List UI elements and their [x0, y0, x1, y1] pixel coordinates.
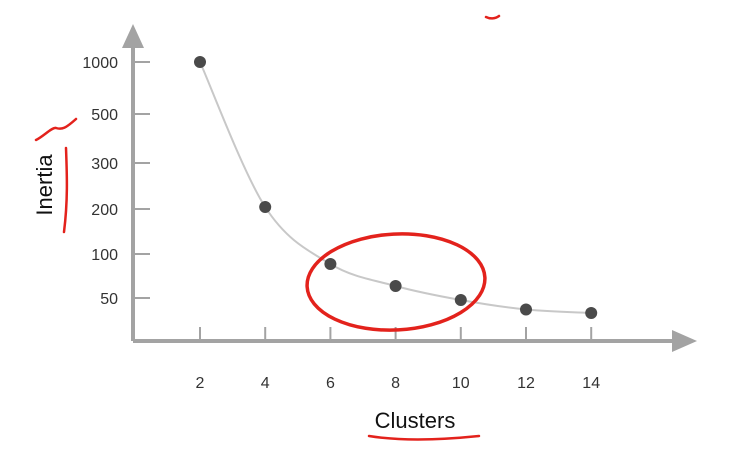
x-tick-label: 4: [261, 375, 270, 392]
elbow-highlight-ellipse: [305, 232, 487, 332]
data-point: [389, 280, 402, 292]
y-tick-label: 200: [91, 202, 118, 219]
y-axis-title: Inertia: [32, 154, 57, 216]
x-axis-arrow: [672, 330, 697, 352]
annotation-ylabel-underline: [62, 146, 69, 234]
data-point: [585, 307, 598, 319]
x-tick-label: 12: [517, 375, 535, 392]
x-tick-label: 10: [452, 375, 470, 392]
data-point: [194, 56, 206, 68]
x-tick-label: 6: [326, 375, 335, 392]
y-tick-label: 100: [91, 247, 118, 264]
data-point: [454, 294, 467, 306]
annotation-group: [34, 14, 501, 441]
data-point: [324, 258, 337, 270]
x-axis-title: Clusters: [375, 408, 456, 433]
x-tick-group: 2 4 6 8 10 12 14: [196, 327, 600, 392]
y-tick-label: 500: [91, 107, 118, 124]
x-tick-label: 14: [582, 375, 600, 392]
annotation-xlabel-underline: [367, 434, 481, 441]
annotation-ylabel-hook: [34, 117, 78, 142]
x-tick-label: 2: [196, 375, 205, 392]
x-tick-label: 8: [391, 375, 400, 392]
point-group: [194, 56, 598, 319]
y-tick-group: 50 100 200 300 500 1000: [82, 55, 150, 308]
annotation-tick-mark: [484, 14, 501, 20]
y-tick-label: 50: [100, 291, 118, 308]
data-point: [259, 201, 272, 213]
y-axis-arrow: [122, 24, 144, 48]
data-point: [520, 303, 532, 316]
series-group: [199, 61, 592, 314]
series-line: [199, 61, 592, 314]
y-tick-label: 1000: [82, 55, 118, 72]
y-tick-label: 300: [91, 156, 118, 173]
